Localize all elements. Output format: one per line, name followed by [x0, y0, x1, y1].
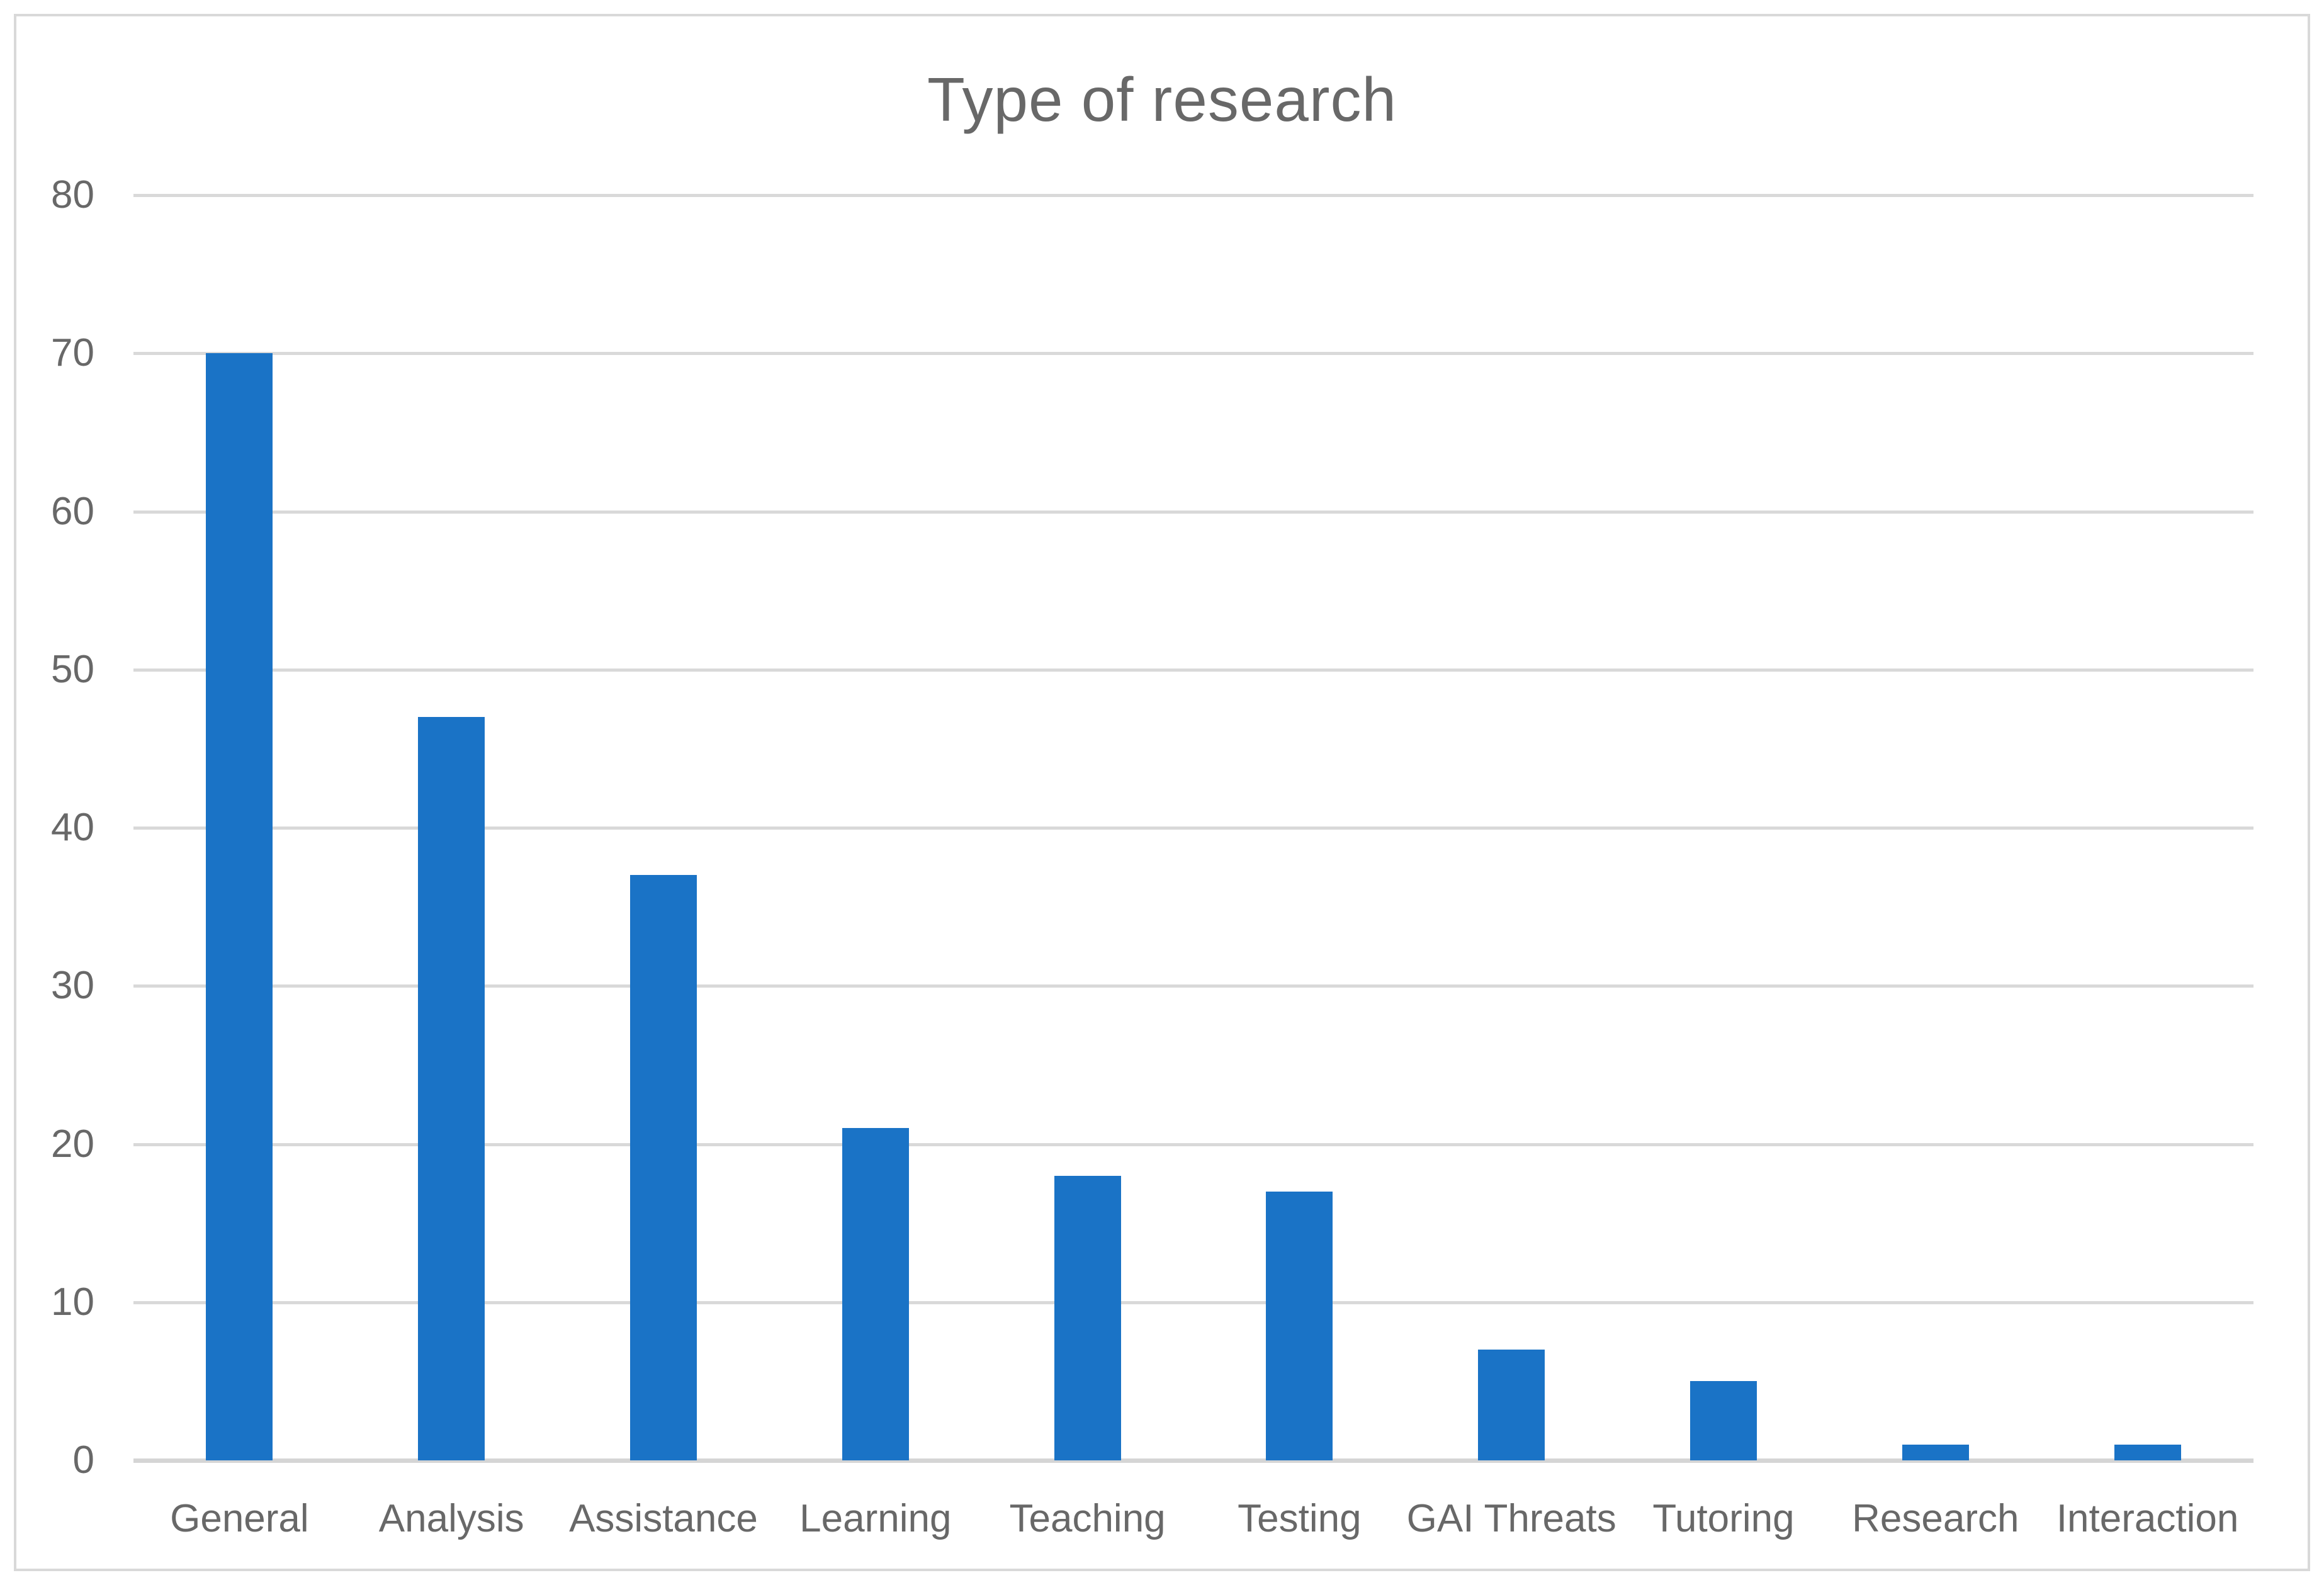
- gridline-80: [133, 194, 2253, 197]
- bar-tutoring: [1690, 1381, 1757, 1460]
- x-tick-label-tutoring: Tutoring: [1652, 1497, 1795, 1540]
- x-tick-label-teaching: Teaching: [1009, 1497, 1166, 1540]
- y-tick-label-40: 40: [51, 806, 94, 849]
- bar-gai-threats: [1478, 1350, 1545, 1460]
- gridline-60: [133, 510, 2253, 514]
- plot-area: [133, 194, 2253, 1463]
- x-tick-label-testing: Testing: [1238, 1497, 1362, 1540]
- x-axis: General Analysis Assistance Learning Teachin…: [133, 1491, 2253, 1547]
- gridline-10: [133, 1300, 2253, 1304]
- bar-interaction: [2114, 1444, 2181, 1460]
- x-tick-label-learning: Learning: [799, 1497, 952, 1540]
- bar-general: [206, 353, 273, 1460]
- y-tick-label-50: 50: [51, 647, 94, 691]
- chart-border: [14, 14, 2310, 1571]
- chart-title: Type of research: [927, 65, 1397, 134]
- gridline-50: [133, 668, 2253, 672]
- bar-analysis: [418, 717, 485, 1460]
- y-tick-label-10: 10: [51, 1280, 94, 1324]
- bar-assistance: [630, 875, 697, 1460]
- y-axis: 0 10 20 30 40 50 60 70 80: [0, 173, 94, 1482]
- bar-testing: [1266, 1191, 1333, 1460]
- gridline-20: [133, 1142, 2253, 1146]
- x-tick-label-general: General: [170, 1497, 309, 1540]
- gridline-40: [133, 826, 2253, 830]
- y-tick-label-20: 20: [51, 1122, 94, 1166]
- x-tick-label-gai-threats: GAI Threats: [1406, 1497, 1616, 1540]
- y-tick-label-70: 70: [51, 331, 94, 375]
- y-tick-label-0: 0: [72, 1438, 94, 1482]
- gridline-30: [133, 984, 2253, 988]
- y-tick-label-60: 60: [51, 489, 94, 533]
- bar-research: [1902, 1444, 1969, 1460]
- x-tick-label-assistance: Assistance: [569, 1497, 758, 1540]
- bar-teaching: [1054, 1175, 1121, 1460]
- x-tick-label-analysis: Analysis: [378, 1497, 524, 1540]
- gridline-70: [133, 352, 2253, 356]
- bar-learning: [842, 1128, 909, 1460]
- x-tick-label-research: Research: [1852, 1497, 2019, 1540]
- x-axis-line: [133, 1458, 2253, 1463]
- x-tick-label-interaction: Interaction: [2056, 1497, 2239, 1540]
- y-tick-label-30: 30: [51, 964, 94, 1008]
- y-tick-label-80: 80: [51, 173, 94, 217]
